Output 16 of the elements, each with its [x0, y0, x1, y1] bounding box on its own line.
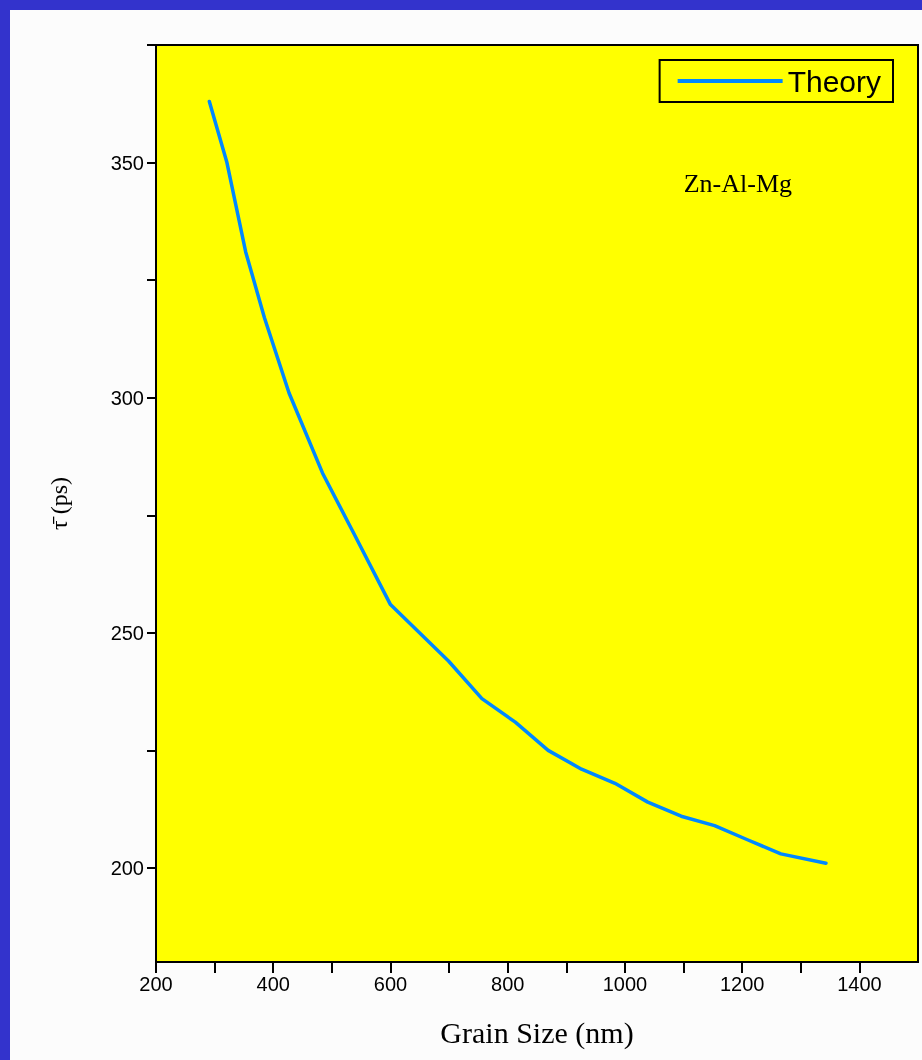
- y-tick-label: 200: [110, 856, 144, 879]
- x-tick-label: 1400: [837, 973, 882, 995]
- annotation: Zn-Al-Mg: [683, 168, 793, 198]
- x-tick-label: 200: [139, 973, 173, 995]
- x-axis-title: Grain Size (nm): [440, 1015, 634, 1050]
- y-axis-title: τ̄ (ps): [46, 477, 72, 530]
- x-tick-label: 600: [373, 973, 408, 995]
- y-tick-label: 300: [110, 386, 144, 409]
- x-tick-label: 800: [491, 973, 525, 995]
- line-series: [207, 99, 828, 865]
- x-tick-label: 1000: [602, 973, 648, 995]
- x-tick-label: 1200: [719, 973, 765, 995]
- y-tick-label: 350: [110, 151, 144, 174]
- y-tick-label: 250: [110, 621, 144, 644]
- x-tick-label: 400: [256, 973, 290, 995]
- legend-label: Theory: [787, 64, 882, 98]
